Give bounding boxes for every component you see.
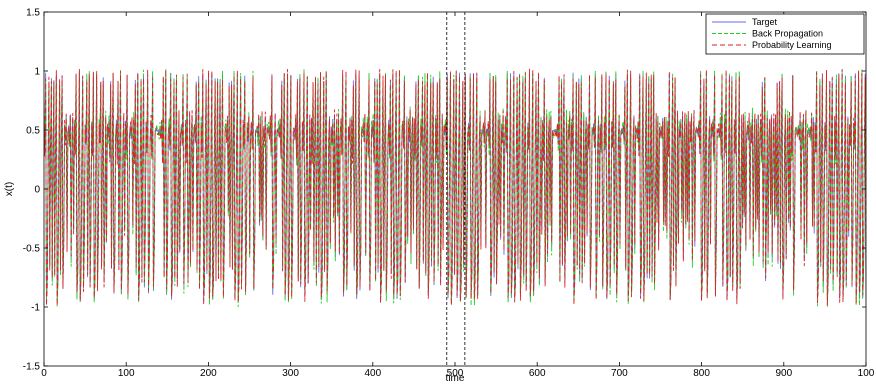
legend-label-1: Target — [752, 17, 778, 27]
x-tick-label: 0 — [41, 368, 47, 379]
y-tick-label: -0.5 — [23, 244, 41, 255]
y-tick-label: 1 — [34, 67, 40, 78]
legend-label-3: Probability Learning — [752, 40, 832, 50]
y-tick-label: 0.5 — [26, 126, 40, 137]
series-line-probability-learning — [44, 68, 866, 306]
x-tick-label: 500 — [447, 368, 464, 379]
x-tick-label: 300 — [282, 368, 299, 379]
x-tick-label: 900 — [775, 368, 792, 379]
series-layer — [44, 68, 866, 307]
x-tick-label: 100 — [118, 368, 135, 379]
x-tick-label: 700 — [611, 368, 628, 379]
x-axis-label: time — [446, 373, 465, 384]
x-tick-label: 800 — [693, 368, 710, 379]
series-group — [44, 68, 866, 307]
x-tick-label: 200 — [200, 368, 217, 379]
series-line-back-propagation — [44, 68, 866, 307]
y-tick-label: 0 — [34, 185, 40, 196]
x-tick-label: 600 — [529, 368, 546, 379]
y-tick-label: 1.5 — [26, 8, 40, 19]
y-axis-label: x(t) — [4, 182, 15, 196]
y-tick-label: -1 — [31, 303, 40, 314]
x-tick-label: 100 — [858, 368, 875, 379]
y-tick-label: -1.5 — [23, 362, 41, 373]
axes: 0 100 200 300 400 500 600 700 800 900 100 -1.5 -1 -0.… — [4, 8, 875, 385]
x-tick-label: 400 — [364, 368, 381, 379]
legend-label-2: Back Propagation — [752, 29, 823, 39]
annotation-lines — [446, 12, 466, 366]
